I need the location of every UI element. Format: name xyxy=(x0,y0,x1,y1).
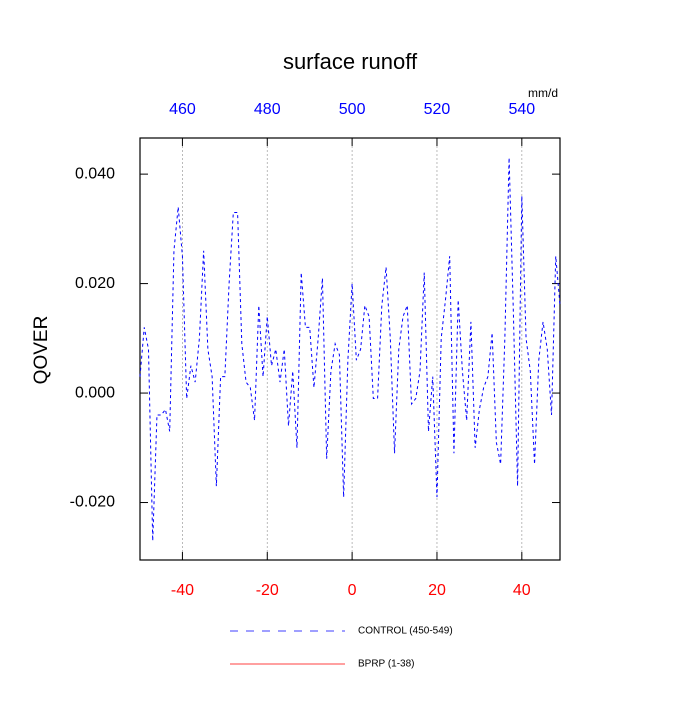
y-tick-label: 0.020 xyxy=(75,275,115,292)
x2-tick-label: 480 xyxy=(254,101,281,118)
x2-units: mm/d xyxy=(528,86,558,100)
y-tick-label: -0.020 xyxy=(70,494,115,511)
x2-tick-label: 520 xyxy=(424,101,451,118)
y-tick-label: 0.000 xyxy=(75,384,115,401)
chart-title: surface runoff xyxy=(283,49,418,74)
x2-tick-label: 540 xyxy=(508,101,535,118)
x-tick-label: -20 xyxy=(256,582,279,599)
x-tick-label: 40 xyxy=(513,582,531,599)
y-axis-label: QOVER xyxy=(31,316,52,385)
x2-tick-label: 500 xyxy=(339,101,366,118)
plot-frame xyxy=(139,137,561,561)
x-tick-label: 20 xyxy=(428,582,446,599)
x-tick-label: -40 xyxy=(171,582,194,599)
x-tick-label: 0 xyxy=(348,582,357,599)
y-tick-label: 0.040 xyxy=(75,165,115,182)
legend-label: BPRP (1-38) xyxy=(358,659,415,670)
x2-tick-label: 460 xyxy=(169,101,196,118)
legend-label: CONTROL (450-549) xyxy=(358,626,453,637)
data-line xyxy=(139,157,561,541)
